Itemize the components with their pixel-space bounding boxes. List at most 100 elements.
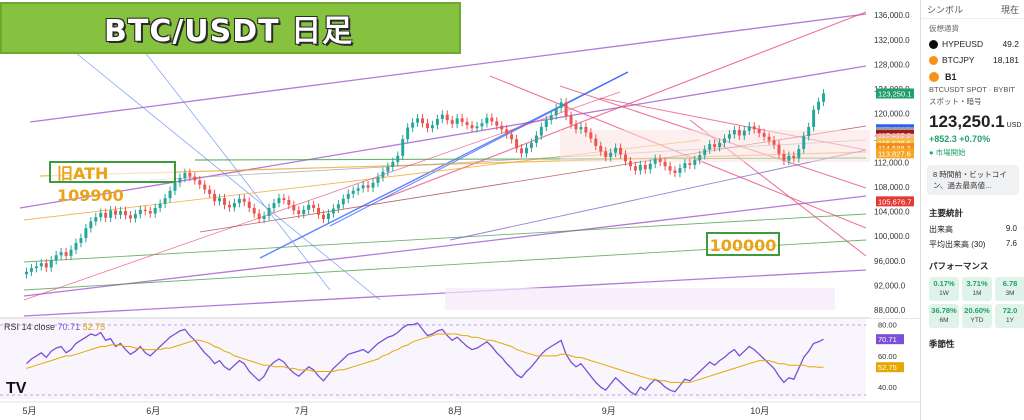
rsi-series [26, 322, 824, 396]
candle-body [559, 102, 563, 108]
perf-value: 72.0 [1002, 306, 1018, 315]
candle-body [331, 208, 335, 214]
perf-cell[interactable]: 3.71% 1M [962, 277, 992, 301]
candle-body [148, 211, 152, 214]
candle-body [208, 189, 212, 194]
price-change: +852.3 +0.70% [921, 132, 1024, 146]
symbol-sidebar: シンボル 現在 仮想通貨 HYPEUSD 49.2 BTCJPY 18,181 … [920, 0, 1024, 420]
candle-body [237, 198, 241, 204]
candle-body [381, 171, 385, 178]
candle-body [752, 126, 756, 130]
perf-cell[interactable]: 20.60% YTD [962, 304, 992, 328]
price-chart[interactable]: 136,000.0132,000.0128,000.0124,000.0120,… [0, 0, 920, 420]
candle-body [213, 193, 217, 202]
watchlist-item[interactable]: BTCJPY 18,181 [921, 52, 1024, 68]
candle-body [698, 155, 702, 161]
candle-body [455, 118, 459, 124]
candle-body [802, 136, 806, 150]
candle-body [257, 213, 261, 220]
candle-body [445, 114, 449, 121]
perf-period: 3M [1005, 290, 1015, 297]
candle-body [326, 213, 330, 220]
rsi-legend[interactable]: RSI 14 close 70.71 52.75 [4, 322, 105, 332]
hype-icon [929, 39, 938, 49]
stat-volume-value: 9.0 [1005, 224, 1017, 233]
news-item[interactable]: 8 時間前・ビットコイン、過去最高値... [927, 165, 1019, 195]
candle-body [787, 155, 791, 161]
candle-body [302, 209, 306, 215]
candle-body [143, 209, 147, 212]
candle-body [386, 166, 390, 172]
symbol-exchange: BYBIT [993, 85, 1016, 94]
seasonality-title: 季節性 [929, 339, 955, 349]
price-tick-label: 108,000.0 [874, 183, 910, 192]
candle-body [366, 185, 370, 188]
price-tick-label: 104,000.0 [874, 208, 910, 217]
candle-body [817, 101, 821, 110]
watchlist-item[interactable]: HYPEUSD 49.2 [921, 36, 1024, 52]
candle-body [544, 120, 548, 127]
trendline [23, 195, 867, 297]
candle-body [94, 217, 98, 222]
price-tick-label: 88,000.0 [874, 306, 906, 315]
candle-body [277, 198, 281, 204]
price-tag-label: 105,676.7 [878, 197, 911, 206]
candle-body [614, 147, 618, 153]
candle-body [371, 182, 375, 188]
candle-body [732, 130, 736, 135]
candle-body [163, 198, 167, 204]
candle-body [718, 142, 722, 148]
candle-body [668, 166, 672, 171]
watchlist-symbol: BTCJPY [942, 55, 975, 65]
stat-avg-volume-value: 7.6 [1005, 239, 1017, 248]
perf-value: 0.17% [933, 279, 955, 288]
candle-body [262, 215, 266, 220]
candle-body [638, 164, 642, 171]
perf-cell[interactable]: 36.78% 6M [929, 304, 959, 328]
candle-body [421, 118, 425, 124]
candle-body [624, 154, 627, 162]
candle-body [416, 118, 420, 123]
price-tick-label: 100,000.0 [874, 232, 910, 241]
tradingview-logo-icon[interactable]: TV [6, 380, 26, 398]
rsi-tag [876, 334, 904, 345]
title-banner: BTC/USDT 日足 [0, 2, 461, 54]
perf-cell[interactable]: 6.78 3M [995, 277, 1024, 301]
candle-body [747, 126, 751, 131]
candle-body [24, 271, 28, 275]
perf-period: YTD [970, 317, 984, 324]
trendline [23, 91, 621, 301]
candle-body [648, 163, 652, 170]
price-tick-label: 92,000.0 [874, 281, 906, 290]
trendline [23, 213, 867, 263]
price-tick-label: 128,000.0 [874, 60, 910, 69]
candle-body [534, 135, 538, 143]
candle-body [767, 136, 771, 141]
candle-body [29, 268, 33, 272]
chart-area[interactable]: 136,000.0132,000.0128,000.0124,000.0120,… [0, 0, 920, 420]
candle-body [297, 210, 301, 215]
bitcoin-icon [929, 72, 939, 82]
symbol-pair-row[interactable]: BTCUSDT SPOT · BYBIT [929, 85, 1016, 94]
symbol-type: スポット・暗号 [929, 97, 982, 106]
perf-cell[interactable]: 72.0 1Y [995, 304, 1024, 328]
candle-body [490, 117, 494, 122]
perf-value: 20.60% [964, 306, 990, 315]
perf-period: 1M [972, 290, 982, 297]
level-annotation-text: 100000 [709, 236, 777, 255]
candle-body [341, 198, 345, 205]
candle-body [693, 160, 697, 165]
price-tag [876, 137, 914, 148]
candle-body [391, 161, 395, 167]
candle-body [520, 148, 524, 154]
candle-body [267, 207, 271, 216]
change-pct: +0.70% [959, 134, 991, 144]
perf-cell[interactable]: 0.17% 1W [929, 277, 959, 301]
candle-body [564, 102, 568, 116]
candle-body [723, 138, 726, 143]
candle-body [322, 214, 325, 220]
candle-body [797, 149, 801, 159]
price-tick-label: 120,000.0 [874, 109, 910, 118]
trendline [449, 149, 867, 241]
candle-body [475, 126, 479, 129]
